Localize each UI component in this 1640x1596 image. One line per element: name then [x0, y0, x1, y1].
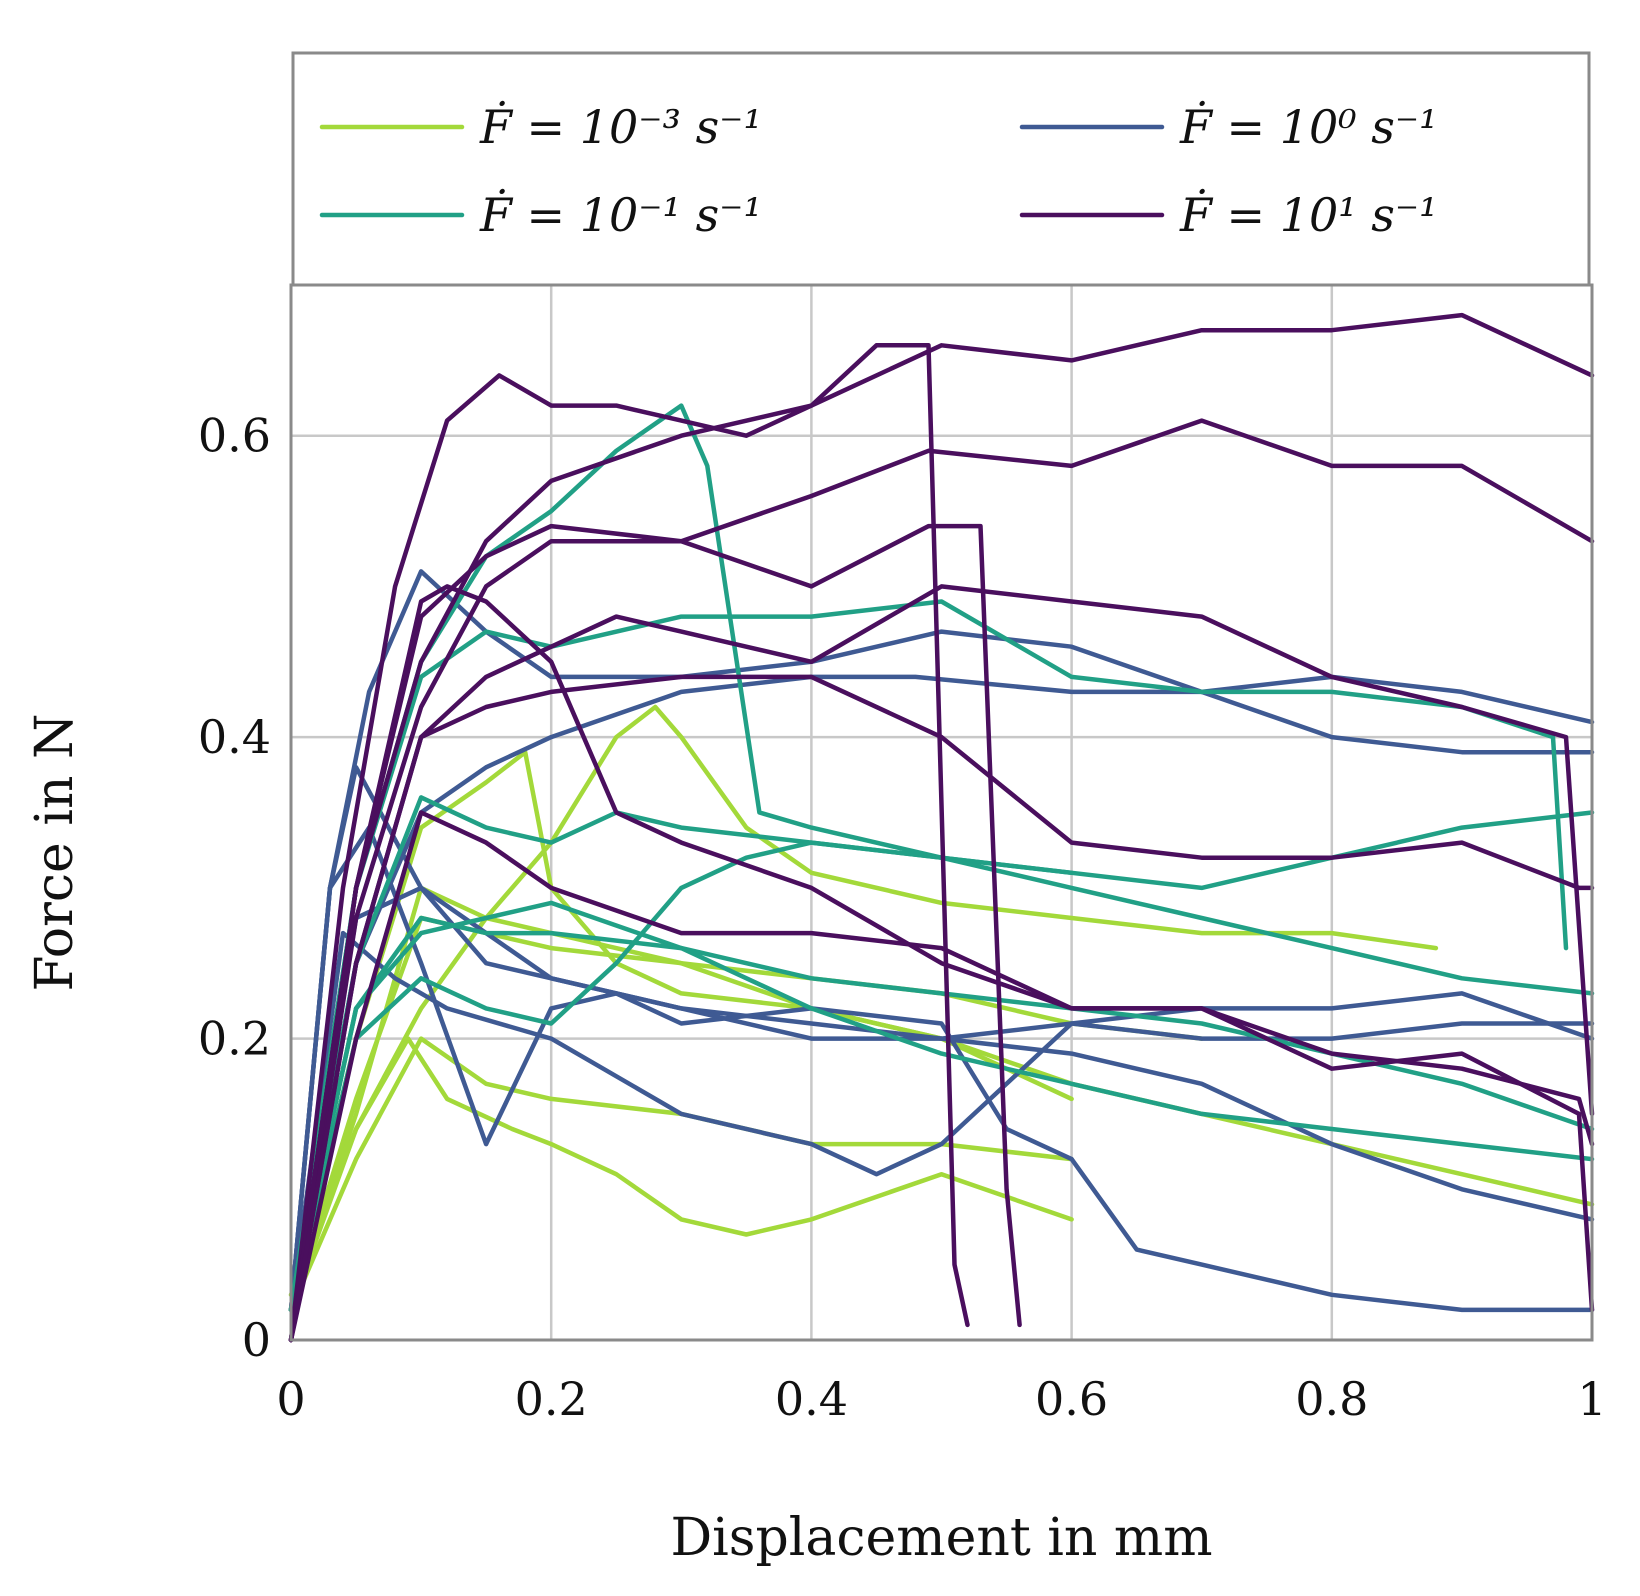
y-axis-title: Force in N	[25, 714, 85, 992]
series-line-10	[288, 885, 1595, 1313]
legend-label-high-rate: Ḟ = 10¹ s⁻¹	[1179, 187, 1438, 242]
series-line-22	[288, 674, 1595, 1343]
data-series	[288, 312, 1595, 1343]
series-line-14	[288, 795, 1595, 1313]
series-line-8	[288, 765, 1595, 1313]
series-line-13	[288, 599, 1569, 1313]
y-tick-label: 0.6	[198, 409, 271, 463]
x-tick-label: 0.6	[1035, 1372, 1108, 1426]
x-axis-title: Displacement in mm	[670, 1508, 1212, 1568]
series-line-24	[288, 810, 1595, 1343]
x-tick-label: 1	[1577, 1372, 1606, 1426]
series-line-25	[288, 584, 1595, 1343]
legend-box	[291, 51, 1591, 287]
x-tick-labels: 0 0.2 0.4 0.6 0.8 1	[276, 1372, 1606, 1426]
series-line-19	[288, 312, 1595, 1343]
series-line-4	[288, 1036, 1074, 1313]
series-line-16	[288, 840, 1595, 1313]
x-tick-label: 0	[276, 1372, 305, 1426]
legend-label-low-rate: Ḟ = 10⁻³ s⁻¹	[479, 99, 762, 154]
legend: Ḟ = 10⁻³ s⁻¹ Ḟ = 10⁰ s⁻¹ Ḟ = 10⁻¹ s⁻¹ Ḟ …	[291, 51, 1591, 287]
series-line-3	[288, 704, 1439, 1313]
x-tick-label: 0.8	[1295, 1372, 1368, 1426]
series-line-17	[288, 900, 1595, 1313]
legend-label-rate-1e-1: Ḟ = 10⁻¹ s⁻¹	[479, 187, 762, 242]
x-tick-label: 0.4	[775, 1372, 848, 1426]
series-line-20	[288, 418, 1595, 1343]
series-line-18	[288, 343, 970, 1343]
y-tick-label: 0.4	[198, 710, 271, 764]
y-tick-label: 0	[242, 1313, 271, 1367]
series-line-0	[288, 1036, 1074, 1298]
x-tick-label: 0.2	[515, 1372, 588, 1426]
series-line-6	[288, 569, 1595, 1313]
legend-label-rate-1e0: Ḟ = 10⁰ s⁻¹	[1179, 99, 1438, 154]
y-tick-labels: 0 0.2 0.4 0.6	[198, 409, 271, 1367]
y-tick-label: 0.2	[198, 1012, 271, 1066]
series-line-9	[288, 930, 1595, 1313]
